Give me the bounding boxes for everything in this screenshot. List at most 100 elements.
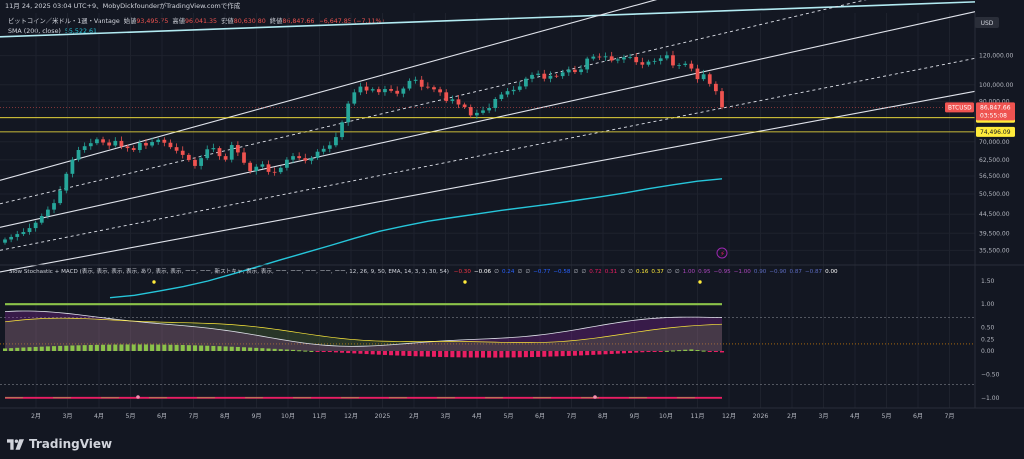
macd-histogram-bar xyxy=(609,351,614,354)
candle-body xyxy=(677,64,681,66)
candle-body xyxy=(352,92,357,104)
candle-body xyxy=(260,164,265,167)
macd-histogram-bar xyxy=(517,351,522,358)
candle-body xyxy=(199,158,203,166)
symbol-name[interactable]: ビットコイン／米ドル・1週・Vantage xyxy=(8,18,120,25)
candle-body xyxy=(474,112,479,116)
candle-body xyxy=(76,150,81,160)
candle-body xyxy=(517,86,522,90)
candle-body xyxy=(162,139,167,143)
indicator-legend-value: −1.00 xyxy=(734,269,752,275)
candle-body xyxy=(468,107,473,116)
sma-200-line xyxy=(109,178,723,299)
indicator-legend-value: 0.00 xyxy=(825,269,838,275)
macd-histogram-bar xyxy=(695,350,700,352)
channel-middle-line xyxy=(0,11,976,228)
indicator-legend-value: ∅ xyxy=(525,269,530,275)
price-tick: 50,500.00 xyxy=(979,191,1010,198)
price-levels xyxy=(0,107,975,133)
macd-histogram-bar xyxy=(701,350,706,352)
macd-histogram-bar xyxy=(248,347,253,351)
candle-body xyxy=(58,190,63,204)
candle-body xyxy=(603,56,608,58)
indicator-legend-value: 0.90 xyxy=(754,269,767,275)
candle-body xyxy=(419,79,424,87)
macd-histogram-bar xyxy=(370,351,375,355)
candle-body xyxy=(376,89,381,93)
candle-body xyxy=(487,107,492,111)
macd-histogram-bar xyxy=(358,351,363,354)
open-value: 93,495.75 xyxy=(136,18,169,25)
macd-histogram-bar xyxy=(438,351,443,357)
channel-top-line xyxy=(0,1,976,38)
candle-body xyxy=(229,145,234,160)
macd-histogram-bar xyxy=(670,350,675,352)
osc-tick: −1.00 xyxy=(981,395,1000,402)
candle-body xyxy=(64,173,69,191)
macd-histogram-bar xyxy=(315,351,320,352)
indicator-legend-value: ∅ xyxy=(574,269,579,275)
indicator-legend-value: ∅ xyxy=(517,269,522,275)
candle-body xyxy=(530,74,534,79)
time-axis[interactable]: 2月 3月 4月 5月 6月 7月 8月 9月 10月 11月 12月 2025 2月 3月 4月 5月 6月 7… xyxy=(31,413,955,420)
symbol-tag xyxy=(945,102,974,113)
time-tick: 12月 xyxy=(344,413,358,420)
bar-countdown: 03:55:08 xyxy=(980,112,1007,119)
macd-histogram-bar xyxy=(27,347,32,351)
time-tick: 4月 xyxy=(472,413,482,420)
candle-body xyxy=(254,166,259,172)
candle-body xyxy=(27,228,32,233)
macd-histogram-bar xyxy=(223,346,228,351)
macd-histogram-bar xyxy=(101,344,106,351)
tradingview-logo[interactable]: TradingView xyxy=(7,437,112,451)
candle-body xyxy=(327,145,332,149)
macd-histogram-bar xyxy=(125,344,130,351)
macd-histogram-bar xyxy=(346,351,351,354)
candle-body xyxy=(21,232,26,235)
candle-body xyxy=(554,75,559,77)
macd-histogram-bar xyxy=(572,351,577,356)
indicator-legend[interactable]: Slow Stochastic + MACD (表示, 表示, 表示, 表示, … xyxy=(9,267,838,275)
time-tick: 5月 xyxy=(503,413,513,420)
sma-label[interactable]: SMA (200, close) xyxy=(8,28,61,35)
indicator-legend-value: −0.77 xyxy=(533,269,551,275)
last-price-value: 86,847.66 xyxy=(980,104,1011,111)
candle-body xyxy=(401,88,406,94)
time-tick: 3月 xyxy=(818,413,828,420)
price-tick: 44,500.00 xyxy=(979,211,1010,218)
time-tick: 7月 xyxy=(566,413,576,420)
macd-histogram-bar xyxy=(389,351,394,356)
high-label: 高値 xyxy=(172,18,186,25)
macd-histogram-bar xyxy=(321,351,326,352)
candle-body xyxy=(505,91,510,95)
indicator-legend-value: ∅ xyxy=(620,269,625,275)
indicator-legend-value: −0.30 xyxy=(454,269,472,275)
candle-body xyxy=(193,159,197,166)
macd-histogram-bar xyxy=(113,344,118,351)
macd-histogram-bar xyxy=(143,344,148,351)
candle-body xyxy=(566,69,571,73)
candle-body xyxy=(266,164,271,172)
macd-histogram-bar xyxy=(591,351,596,355)
macd-histogram-bar xyxy=(444,351,449,358)
candle-body xyxy=(438,89,442,93)
macd-histogram-bar xyxy=(450,351,455,358)
time-tick: 10月 xyxy=(659,413,673,420)
macd-histogram-bar xyxy=(254,347,259,351)
macd-histogram-bar xyxy=(21,347,26,351)
time-tick: 7月 xyxy=(944,413,954,420)
price-axis[interactable]: USD 120,000.00 100,000.00 90,000.00 70,000.0… xyxy=(945,17,1015,254)
news-icon xyxy=(716,247,728,259)
time-tick: 2月 xyxy=(31,413,41,420)
macd-histogram-bar xyxy=(597,351,602,355)
stoch-area-2 xyxy=(5,318,722,351)
macd-histogram-bar xyxy=(376,351,381,355)
candle-body xyxy=(168,142,173,148)
brand-name: TradingView xyxy=(29,437,113,451)
chart-canvas[interactable]: Slow Stochastic + MACD (表示, 表示, 表示, 表示, … xyxy=(0,0,1024,426)
candle-body xyxy=(573,69,577,73)
candle-body xyxy=(248,162,253,172)
price-tick: 90,000.00 xyxy=(979,99,1010,106)
oscillator-axis[interactable]: 1.50 1.00 0.50 0.25 0.00 −0.50 −1.00 xyxy=(981,278,1000,402)
candle-body xyxy=(689,63,694,69)
